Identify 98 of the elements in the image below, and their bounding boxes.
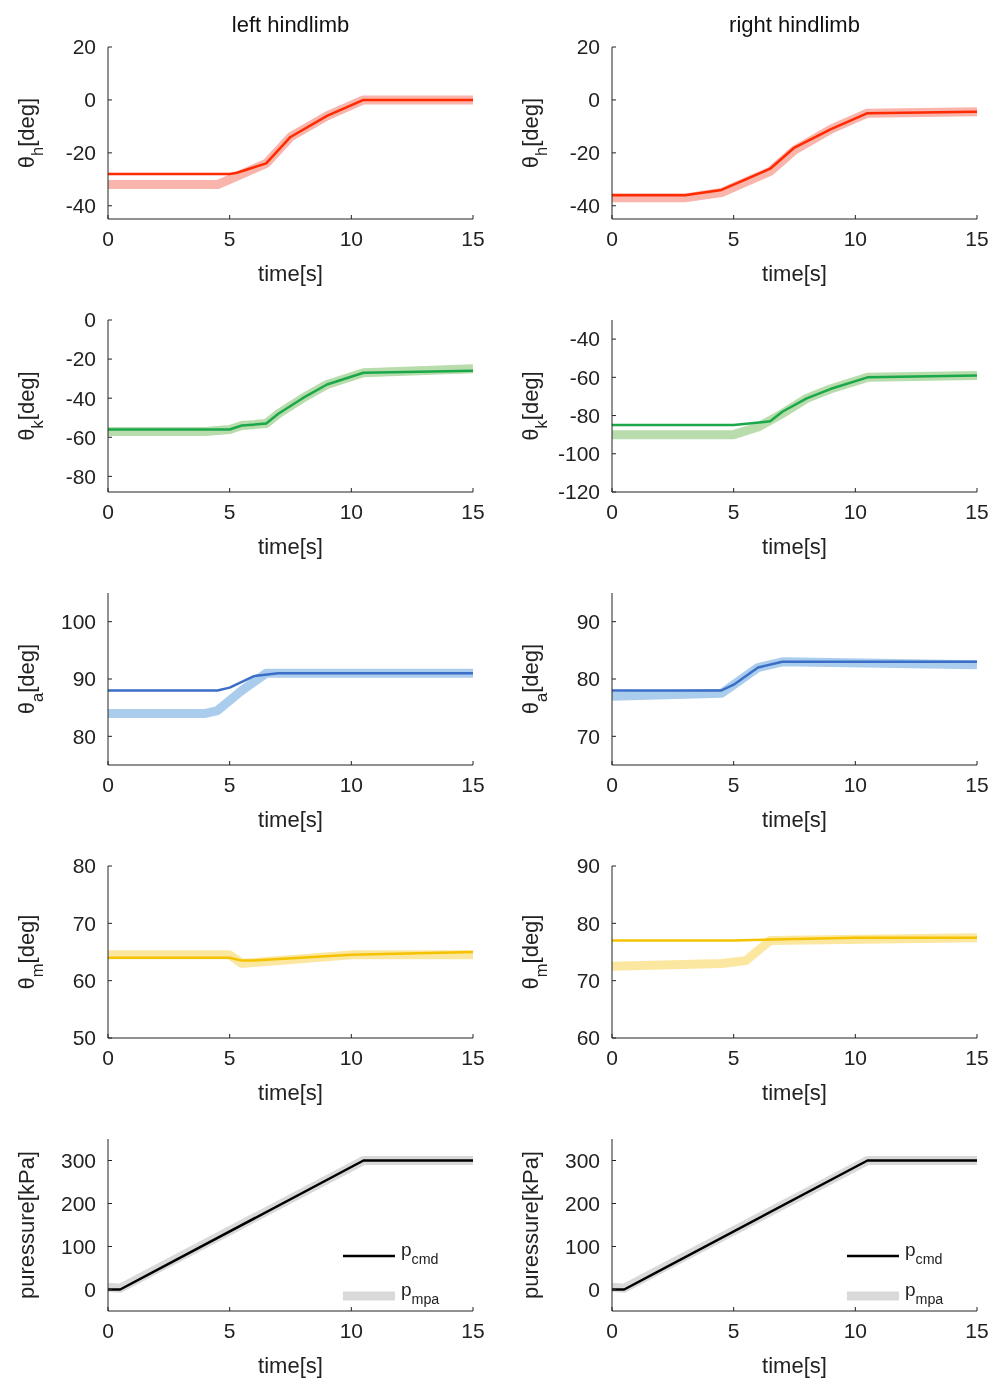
x-tick-label: 0 (102, 500, 114, 523)
y-tick-label: 0 (588, 1277, 600, 1301)
x-tick-label: 15 (965, 227, 989, 250)
x-tick-label: 10 (339, 227, 364, 250)
y-tick-label: -120 (557, 480, 600, 504)
x-tick-label: 0 (102, 227, 114, 250)
y-tick-label: -40 (569, 194, 600, 218)
x-tick-label: 10 (339, 1319, 364, 1342)
x-axis-title: time[s] (762, 261, 827, 286)
x-axis-title: time[s] (258, 534, 323, 559)
y-tick-label: 80 (72, 854, 96, 878)
x-tick-label: 10 (339, 1046, 364, 1069)
x-tick-label: 0 (606, 1046, 618, 1069)
y-tick-label: 0 (588, 88, 600, 112)
y-tick-label: 0 (84, 88, 96, 112)
y-tick-label: -80 (569, 403, 600, 427)
x-tick-label: 15 (965, 500, 989, 523)
y-tick-label: 0 (84, 1277, 96, 1301)
x-tick-label: 15 (461, 773, 485, 796)
x-axis-title: time[s] (762, 1353, 827, 1378)
y-tick-label: 200 (60, 1191, 96, 1215)
x-tick-label: 5 (727, 500, 740, 523)
x-tick-label: 15 (461, 227, 485, 250)
x-tick-label: 10 (339, 773, 364, 796)
y-tick-label: 80 (576, 667, 600, 691)
y-tick-label: 300 (564, 1148, 600, 1172)
y-tick-label: -20 (569, 141, 600, 165)
y-tick-label: -20 (65, 141, 96, 165)
y-tick-label: 60 (72, 969, 96, 993)
x-tick-label: 0 (606, 227, 618, 250)
x-tick-label: 15 (965, 1046, 989, 1069)
y-tick-label: 60 (576, 1026, 600, 1050)
x-axis-title: time[s] (762, 1080, 827, 1105)
legend-label: p$_{mpa}$ (401, 1279, 440, 1307)
x-axis-title: time[s] (762, 807, 827, 832)
y-tick-label: 70 (576, 969, 600, 993)
y-tick-label: 70 (576, 724, 600, 748)
x-tick-label: 10 (843, 227, 868, 250)
x-tick-label: 5 (223, 500, 236, 523)
x-tick-label: 0 (102, 1319, 114, 1342)
x-tick-label: 15 (965, 773, 989, 796)
x-tick-label: 15 (461, 500, 485, 523)
x-tick-label: 10 (339, 500, 364, 523)
chart-title: right hindlimb (729, 12, 860, 37)
y-tick-label: 100 (60, 1234, 96, 1258)
x-tick-label: 5 (727, 227, 740, 250)
x-tick-label: 5 (727, 1319, 740, 1342)
y-tick-label: 300 (60, 1148, 96, 1172)
x-tick-label: 10 (843, 1046, 868, 1069)
x-axis-title: time[s] (762, 534, 827, 559)
y-tick-label: 80 (576, 911, 600, 935)
y-tick-label: 90 (576, 610, 600, 634)
chart-title: left hindlimb (231, 12, 350, 37)
y-tick-label: -20 (65, 347, 96, 371)
x-tick-label: 15 (965, 1319, 989, 1342)
y-tick-label: -40 (65, 194, 96, 218)
y-tick-label: 200 (564, 1191, 600, 1215)
y-tick-label: -100 (557, 442, 600, 466)
x-tick-label: 15 (461, 1319, 485, 1342)
legend-label: p$_{cmd}$ (401, 1239, 439, 1267)
x-tick-label: 0 (102, 1046, 114, 1069)
y-tick-label: -60 (65, 425, 96, 449)
x-tick-label: 5 (223, 1046, 236, 1069)
y-tick-label: 90 (72, 667, 96, 691)
y-axis-title: puressure[kPa] (518, 1151, 543, 1299)
x-tick-label: 10 (843, 1319, 868, 1342)
legend-label: p$_{mpa}$ (905, 1279, 944, 1307)
x-axis-title: time[s] (258, 1353, 323, 1378)
x-tick-label: 5 (223, 227, 236, 250)
y-tick-label: 100 (564, 1234, 600, 1258)
y-tick-label: 20 (576, 35, 600, 59)
y-tick-label: 50 (72, 1026, 96, 1050)
x-tick-label: 5 (223, 1319, 236, 1342)
x-tick-label: 0 (606, 1319, 618, 1342)
x-tick-label: 5 (727, 1046, 740, 1069)
y-tick-label: 90 (576, 854, 600, 878)
legend-label: p$_{cmd}$ (905, 1239, 943, 1267)
y-tick-label: 70 (72, 911, 96, 935)
x-axis-title: time[s] (258, 807, 323, 832)
x-tick-label: 10 (843, 773, 868, 796)
y-tick-label: -40 (65, 386, 96, 410)
y-tick-label: 80 (72, 724, 96, 748)
y-tick-label: -60 (569, 365, 600, 389)
y-axis-title: puressure[kPa] (14, 1151, 39, 1299)
y-tick-label: 0 (84, 308, 96, 332)
y-tick-label: -40 (569, 327, 600, 351)
y-tick-label: -80 (65, 464, 96, 488)
x-axis-title: time[s] (258, 261, 323, 286)
x-tick-label: 5 (727, 773, 740, 796)
x-tick-label: 10 (843, 500, 868, 523)
y-tick-label: 100 (60, 610, 96, 634)
x-tick-label: 0 (606, 773, 618, 796)
x-tick-label: 0 (102, 773, 114, 796)
x-tick-label: 15 (461, 1046, 485, 1069)
x-tick-label: 0 (606, 500, 618, 523)
x-axis-title: time[s] (258, 1080, 323, 1105)
x-tick-label: 5 (223, 773, 236, 796)
y-tick-label: 20 (72, 35, 96, 59)
